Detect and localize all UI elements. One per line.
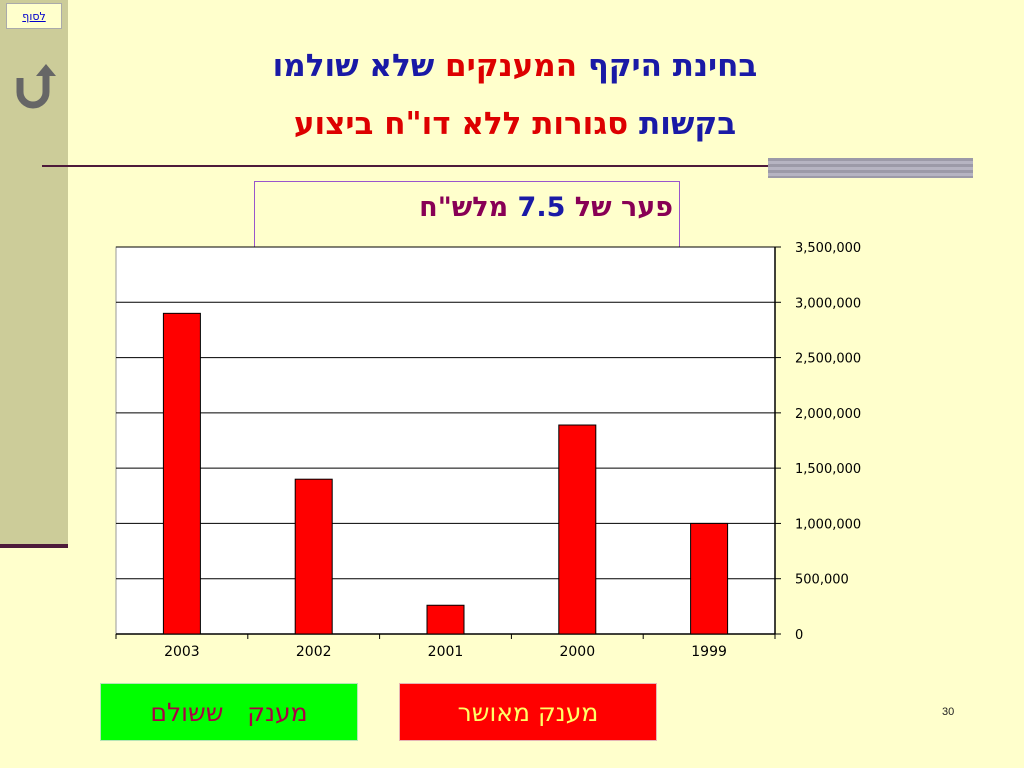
slide-title-line2: בקשות סגורות ללא דו"ח ביצוע xyxy=(140,104,890,144)
title-part: בקשות xyxy=(639,106,737,142)
title-rule xyxy=(42,165,972,167)
gap-suffix: מלש"ח xyxy=(419,192,509,223)
legend-approved-label: מענק מאושר xyxy=(457,697,599,727)
x-tick-label: 1999 xyxy=(691,644,727,660)
gap-prefix: פער של xyxy=(574,192,673,223)
slide-title-line1: בחינת היקף המענקים שלא שולמו xyxy=(140,46,890,86)
legend-paid-grant: מענק ששולם xyxy=(100,683,358,741)
bar xyxy=(558,424,597,635)
gap-note-text: פער של 7.5 מלש"ח xyxy=(419,192,673,223)
y-tick-label: 1,000,000 xyxy=(795,517,861,532)
y-tick-label: 2,000,000 xyxy=(795,407,861,422)
bar xyxy=(426,604,465,635)
y-tick-label: 2,500,000 xyxy=(795,352,861,367)
legend-approved-grant: מענק מאושר xyxy=(399,683,657,741)
y-tick-label: 3,000,000 xyxy=(795,296,861,311)
y-tick-label: 0 xyxy=(795,628,803,643)
legend-paid-label: מענק ששולם xyxy=(150,697,308,727)
x-tick-label: 2001 xyxy=(428,644,464,660)
go-to-end-link[interactable]: לסוף xyxy=(6,3,62,29)
x-tick-label: 2002 xyxy=(296,644,332,660)
bar xyxy=(162,312,201,635)
title-part: המענקים xyxy=(445,48,578,84)
return-arrow-icon[interactable] xyxy=(10,62,56,110)
y-tick-label: 500,000 xyxy=(795,573,849,588)
x-tick-label: 2003 xyxy=(164,644,200,660)
title-part: שלא שולמו xyxy=(272,48,435,84)
side-panel xyxy=(0,0,68,546)
plot-area xyxy=(115,246,776,635)
bar xyxy=(294,478,333,635)
side-divider xyxy=(0,544,68,548)
y-tick-label: 1,500,000 xyxy=(795,462,861,477)
title-rule-accent xyxy=(768,158,973,178)
page-number: 30 xyxy=(942,706,955,718)
gap-note-box: פער של 7.5 מלש"ח xyxy=(254,181,680,249)
y-tick-label: 3,500,000 xyxy=(795,241,861,256)
gap-amount: 7.5 xyxy=(517,192,566,223)
title-part: בחינת היקף xyxy=(587,48,758,84)
x-tick-label: 2000 xyxy=(559,644,595,660)
title-part: סגורות ללא דו"ח ביצוע xyxy=(293,106,629,142)
bar xyxy=(690,522,729,635)
